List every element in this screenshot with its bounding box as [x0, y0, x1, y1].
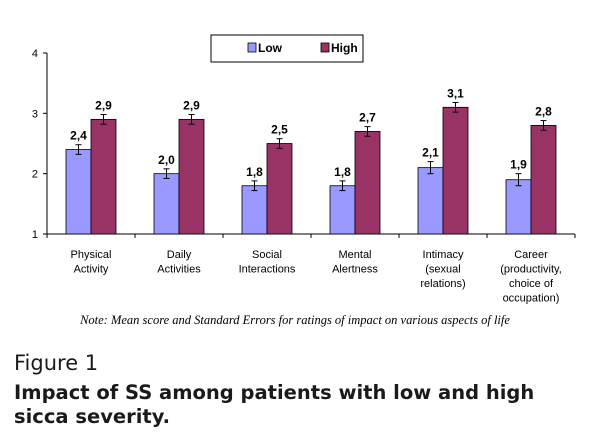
x-tick-label: Career	[514, 249, 548, 261]
data-label: 2,1	[422, 146, 439, 160]
y-tick-label: 2	[32, 169, 38, 181]
x-tick-label: Alertness	[332, 264, 378, 276]
x-tick-label: Activity	[74, 264, 109, 276]
bar-low	[65, 149, 92, 235]
bar-chart: 1 2 3 4 2,4 2,9 Physical Activity 2,0 2,9 Daily Act…	[32, 34, 576, 305]
legend-label-low: Low	[258, 41, 283, 55]
legend-swatch-high	[320, 42, 330, 53]
figure-title: Impact of SS among patients with low and…	[14, 381, 535, 428]
bar-low	[417, 167, 444, 235]
x-tick-label: Intimacy	[423, 249, 464, 261]
y-tick-label: 3	[32, 108, 38, 120]
figure-label: Figure 1	[14, 351, 99, 375]
y-tick-label: 4	[32, 48, 38, 60]
bar-high	[530, 125, 557, 235]
y-tick-label: 1	[32, 229, 38, 241]
x-tick-label: Interactions	[239, 264, 296, 276]
legend-box	[210, 34, 364, 63]
bar-low	[505, 179, 532, 235]
bar-high	[266, 143, 293, 235]
x-tick-label: (productivity,	[500, 264, 562, 276]
chart-note: Note: Mean score and Standard Errors for…	[80, 313, 510, 327]
data-label: 1,8	[334, 165, 351, 179]
x-tick-label: Physical	[71, 249, 112, 261]
x-tick-label: Activities	[157, 264, 201, 276]
data-label: 2,7	[359, 111, 376, 125]
data-label: 2,4	[70, 129, 87, 143]
bar-low	[241, 185, 268, 235]
x-tick-label: occupation)	[503, 293, 560, 305]
data-label: 2,5	[271, 123, 288, 137]
data-label: 2,0	[158, 153, 175, 167]
bar-low	[329, 185, 356, 235]
x-tick-label: (sexual	[425, 264, 460, 276]
data-label: 3,1	[447, 86, 464, 100]
x-tick-label: Daily	[167, 249, 192, 261]
data-label: 2,9	[183, 99, 200, 113]
bar-high	[90, 118, 117, 235]
x-tick-label: Mental	[338, 249, 371, 261]
x-tick-label: choice of	[509, 278, 554, 290]
bar-high	[354, 131, 381, 235]
data-label: 1,9	[510, 158, 527, 172]
legend-label-high: High	[331, 41, 358, 55]
bar-low	[153, 173, 180, 235]
data-label: 2,8	[535, 105, 552, 119]
bar-high	[442, 106, 469, 235]
bar-high	[178, 118, 205, 235]
legend-swatch-low	[247, 42, 257, 53]
x-tick-label: relations)	[420, 278, 465, 290]
data-label: 1,8	[246, 165, 263, 179]
x-tick-label: Social	[252, 249, 282, 261]
data-label: 2,9	[95, 99, 112, 113]
